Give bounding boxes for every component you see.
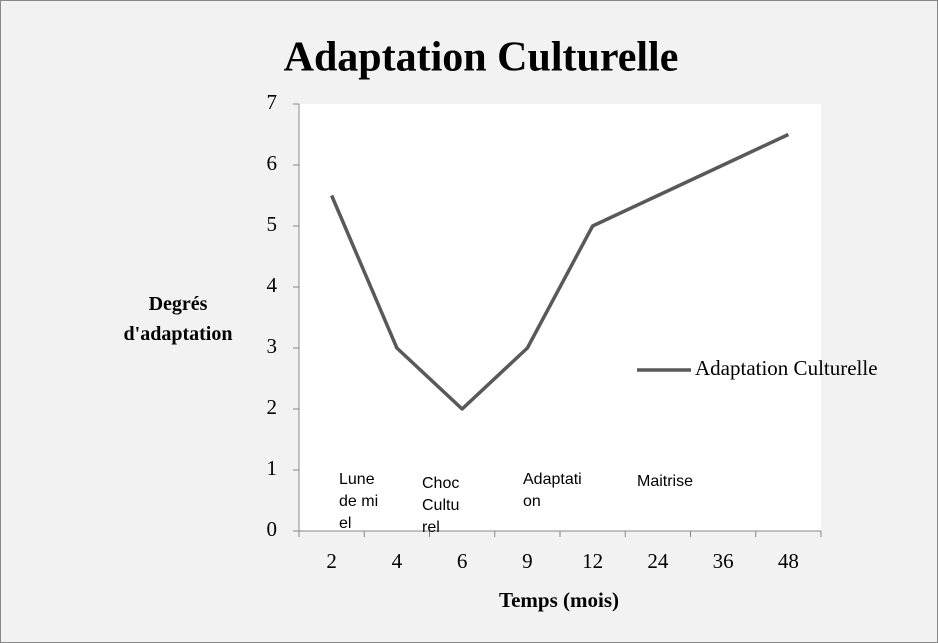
annotation: Maitrise: [637, 473, 694, 490]
y-tick-label: 6: [267, 151, 278, 175]
line-series: [330, 132, 790, 411]
x-tick-label: 9: [522, 549, 533, 573]
y-tick-label: 1: [267, 456, 278, 480]
x-tick-label: 4: [392, 549, 403, 573]
y-axis-title: Degrés d'adaptation: [123, 293, 233, 345]
chart-title: Adaptation Culturelle: [284, 35, 679, 81]
y-tick-label: 0: [267, 517, 278, 541]
x-tick-label: 24: [647, 549, 669, 573]
x-tick-label: 36: [713, 549, 734, 573]
x-tick-label: 48: [778, 549, 799, 573]
x-tick-label: 2: [326, 549, 337, 573]
annotation: Choc Culturel: [422, 475, 460, 536]
plot-area: [299, 104, 821, 531]
y-tick-label: 2: [267, 395, 278, 419]
y-tick-label: 4: [267, 273, 278, 297]
x-axis-title: Temps (mois): [499, 588, 619, 612]
legend-label: Adaptation Culturelle: [695, 356, 878, 380]
y-tick-label: 3: [267, 334, 278, 358]
x-tick-label: 6: [457, 549, 468, 573]
y-tick-label: 7: [267, 90, 278, 114]
annotation: Adaptation: [523, 471, 582, 510]
annotation: Lune de miel: [339, 471, 379, 532]
y-tick-label: 5: [267, 212, 278, 236]
x-tick-label: 12: [582, 549, 603, 573]
